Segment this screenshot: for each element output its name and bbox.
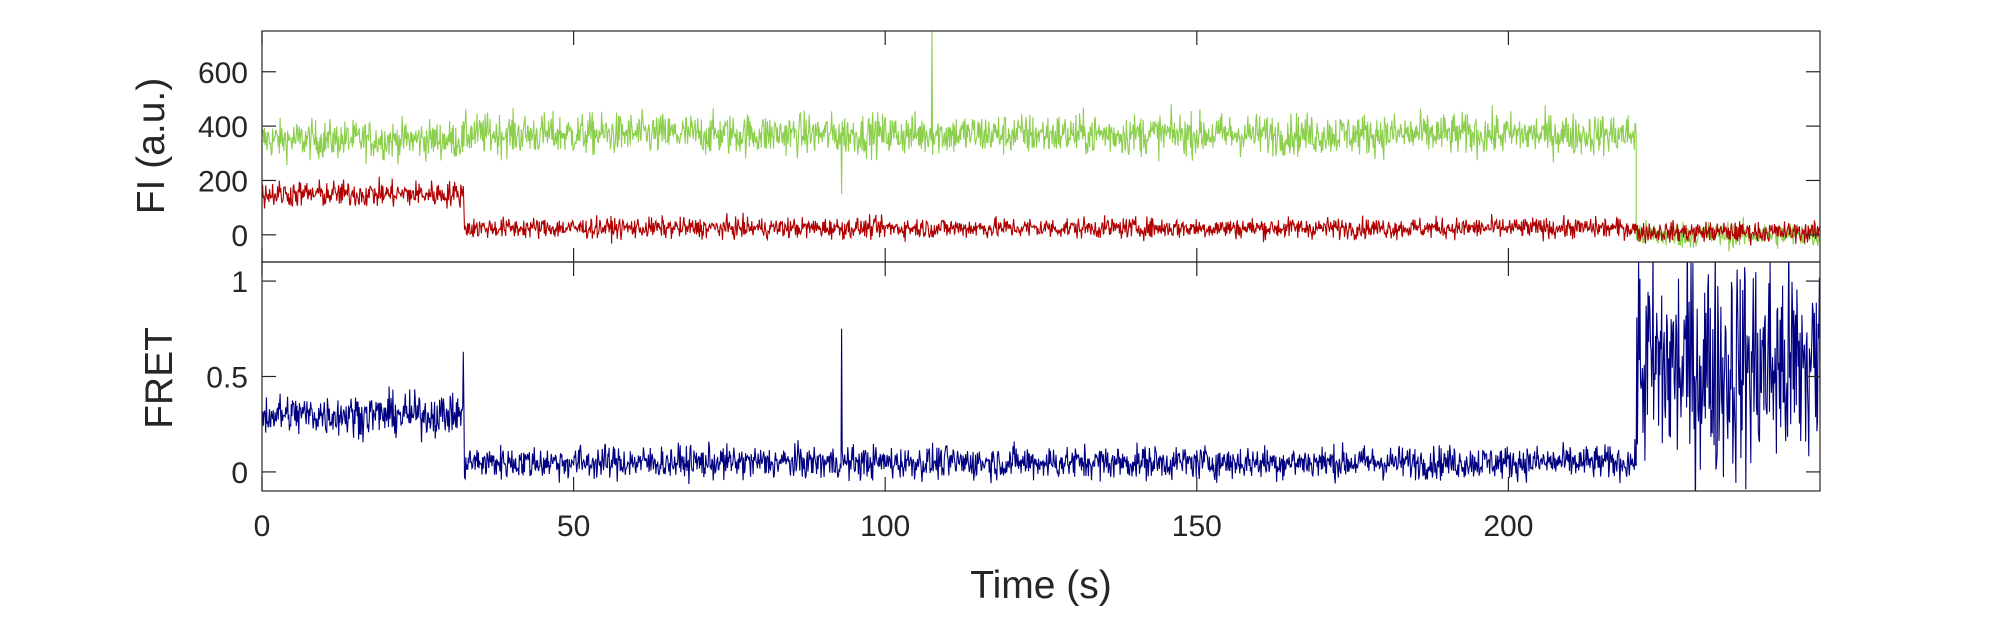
x-tick-label: 100 (860, 510, 910, 543)
x-tick-label: 150 (1172, 510, 1222, 543)
y-tick-label-fi: 400 (198, 111, 248, 144)
y-tick-label-fi: 600 (198, 57, 248, 90)
fret-panel: 0 0.5 1 0 50 100 150 200 (206, 261, 1821, 543)
x-tick-label: 50 (557, 510, 590, 543)
series-line-fret-0 (262, 262, 1820, 491)
y-tick-label-fret: 1 (231, 266, 248, 299)
x-axis-label: Time (s) (970, 564, 1112, 607)
fluorescence-panel: 0 200 400 600 (198, 30, 1821, 263)
y-tick-label-fret: 0 (231, 457, 248, 490)
series-line-fi-1 (262, 176, 1820, 246)
x-tick-label: 200 (1483, 510, 1533, 543)
y-tick-label-fret: 0.5 (206, 362, 248, 395)
series-line-fi-0 (262, 31, 1820, 252)
y-axis-label-fi: FI (a.u.) (130, 78, 173, 215)
y-axis-label-fret: FRET (138, 327, 181, 429)
x-tick-label: 0 (254, 510, 271, 543)
y-tick-label-fi: 200 (198, 165, 248, 198)
y-tick-label-fi: 0 (231, 220, 248, 253)
